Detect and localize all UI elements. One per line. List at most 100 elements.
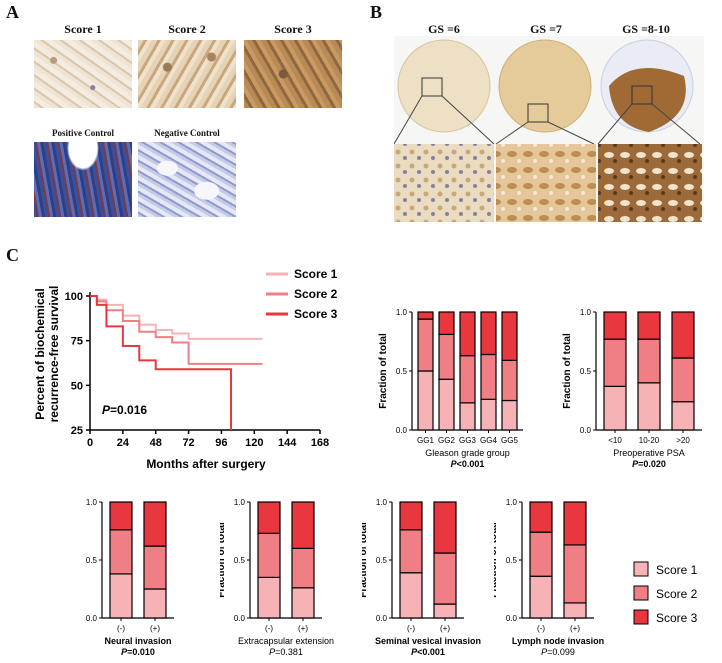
bar-xlabel: Gleason grade group (425, 448, 510, 458)
bar-ytick-label: 1.0 (86, 498, 98, 507)
km-pvalue-italic: P (102, 403, 111, 417)
km-ylabel: Percent of biochemical recurrence-free s… (33, 286, 61, 423)
km-xtick-label: 120 (245, 437, 263, 449)
bar-segment-score3 (417, 311, 434, 320)
bar-ytick-label: 0.0 (580, 426, 592, 435)
bar-segment-score1 (603, 385, 627, 431)
bar-chart-gleason: Fraction of total 0.0 0.5 1.0 GG1 GG2 GG3 GG4 GG… (378, 308, 523, 469)
bar-segment-score3 (563, 501, 587, 546)
bar-segment-score3 (433, 501, 457, 554)
km-xtick-label: 96 (215, 437, 227, 449)
bar-ytick-label: 1.0 (396, 308, 408, 317)
panel-a-letter: A (6, 2, 19, 22)
bar-pvalue: P=0.099 (541, 647, 575, 657)
bar-category-label: (+) (150, 624, 160, 633)
bar-segment-score1 (480, 398, 497, 431)
bar-ylabel: Fraction of total (378, 333, 389, 409)
bar-segment-score3 (529, 501, 553, 533)
bar-segment-score1 (501, 399, 518, 431)
bar-category-label: GG4 (480, 436, 497, 445)
negative-control-title: Negative Control (154, 128, 220, 138)
km-xlabel: Months after surgery (146, 457, 266, 471)
km-xtick-label: 0 (87, 437, 93, 449)
bar-category-label: >20 (676, 436, 690, 445)
bar-segment-score1 (529, 575, 553, 619)
bar-segment-score1 (257, 576, 281, 619)
bar-segment-score3 (143, 501, 167, 547)
bar-segment-score3 (603, 311, 627, 340)
km-ylabel-line2: recurrence-free survival (47, 286, 61, 423)
km-line-score3 (90, 295, 233, 430)
bar-segment-score2 (417, 318, 434, 372)
panel-a-title-score3: Score 3 (274, 22, 312, 36)
panel-a-title-score2: Score 2 (168, 22, 206, 36)
bar-category-label: (+) (570, 624, 580, 633)
bar-segment-score3 (291, 501, 315, 550)
panel-b-title-gs6: GS =6 (428, 22, 460, 36)
micrograph-score3 (244, 40, 342, 108)
bar-segment-score1 (399, 572, 423, 619)
bar-xlabel: Extracapsular extension (238, 636, 334, 646)
zoom-line (441, 95, 495, 145)
bar-ylabel: Fraction of total (362, 522, 369, 598)
bar-ytick-label: 0.5 (376, 556, 388, 565)
zoom-box-gs8-10 (631, 85, 653, 105)
bar-category-label: (+) (298, 624, 308, 633)
bar-pvalue: P=0.010 (121, 647, 155, 657)
bar-pvalue: P<0.001 (451, 459, 485, 469)
zoom-line (651, 103, 701, 145)
bar-category-label: (-) (265, 624, 273, 633)
km-xtick-label: 144 (278, 437, 297, 449)
km-pvalue: P=0.016 (102, 403, 147, 417)
panel-b-letter: B (370, 2, 383, 22)
micrograph-positive-control (34, 142, 132, 217)
bar-category-label: (-) (407, 624, 415, 633)
panel-b-title-gs8-10: GS =8-10 (622, 22, 670, 36)
km-axes: 25 50 75 100 0 24 48 72 96 120 144 168 (65, 291, 330, 449)
km-xtick-label: 72 (182, 437, 194, 449)
bar-ytick-label: 0.5 (506, 556, 518, 565)
bar-pvalue: P=0.020 (632, 459, 666, 469)
km-xtick-label: 168 (311, 437, 329, 449)
bar-ytick-label: 0.5 (86, 556, 98, 565)
km-legend-score2: Score 2 (294, 287, 338, 301)
bar-segment-score1 (143, 588, 167, 619)
bar-ytick-label: 0.5 (580, 367, 592, 376)
km-ytick-label: 50 (71, 380, 83, 392)
bar-segment-score1 (459, 402, 476, 431)
bar-category-label: (+) (440, 624, 450, 633)
panel-b-title-gs7: GS =7 (530, 22, 562, 36)
micrograph-score1 (34, 40, 132, 108)
bar-category-label: GG3 (459, 436, 476, 445)
bar-segment-score3 (480, 311, 497, 356)
bar-segment-score2 (399, 529, 423, 574)
bar-segment-score2 (438, 333, 455, 380)
km-ylabel-line1: Percent of biochemical (33, 288, 47, 419)
bar-ytick-label: 0.5 (234, 556, 246, 565)
bar-ytick-label: 0.0 (396, 426, 408, 435)
bar-segment-score2 (480, 353, 497, 400)
bar-category-label: <10 (608, 436, 622, 445)
bar-segment-score3 (438, 311, 455, 336)
km-line-score1 (90, 295, 263, 340)
bar-xlabel: Lymph node invasion (512, 636, 604, 646)
bar-pvalue: P=0.381 (269, 647, 303, 657)
km-lines (90, 295, 263, 430)
panel-c-letter: C (6, 245, 19, 265)
legend-score3: Score 3 (656, 611, 698, 625)
bar-pvalue: P<0.001 (411, 647, 445, 657)
km-ytick-label: 25 (71, 425, 83, 437)
bar-segment-score2 (257, 532, 281, 579)
legend-score1: Score 1 (656, 563, 698, 577)
bar-ytick-label: 1.0 (580, 308, 592, 317)
panel-a-title-score1: Score 1 (64, 22, 102, 36)
zoom-line (547, 121, 595, 145)
bar-segment-score3 (501, 311, 518, 361)
bar-ytick-label: 0.0 (86, 614, 98, 623)
bar-segment-score2 (143, 545, 167, 590)
micrograph-negative-control (138, 142, 236, 217)
km-line-score2 (90, 295, 263, 365)
bar-ytick-label: 1.0 (234, 498, 246, 507)
km-legend-score3: Score 3 (294, 307, 338, 321)
